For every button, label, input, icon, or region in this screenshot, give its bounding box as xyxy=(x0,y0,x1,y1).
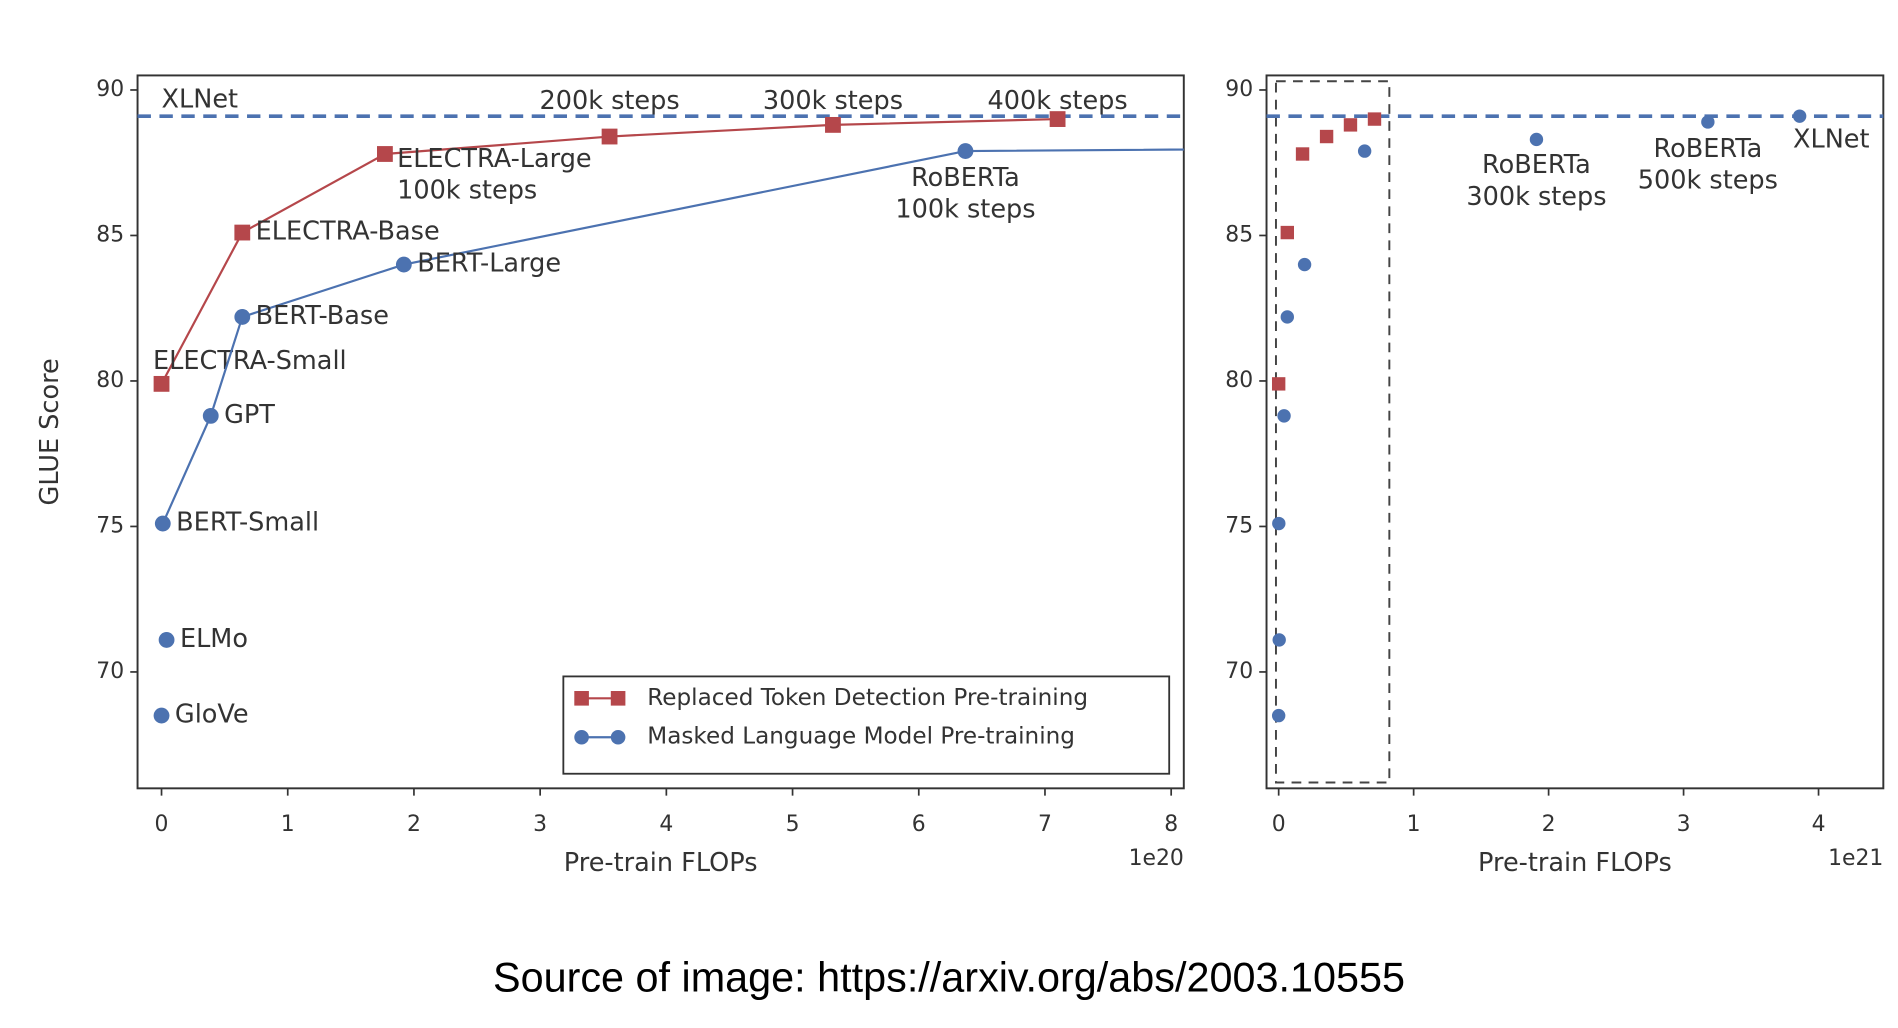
marker xyxy=(395,256,412,273)
marker xyxy=(1701,115,1715,129)
x-offset-label: 1e20 xyxy=(1129,846,1184,871)
point-label: GloVe xyxy=(175,700,249,730)
x-tick-label: 3 xyxy=(533,812,547,837)
marker xyxy=(1277,409,1291,423)
y-tick-label: 70 xyxy=(1225,659,1253,684)
x-tick-label: 6 xyxy=(912,812,926,837)
x-tick-label: 2 xyxy=(1542,812,1556,837)
marker xyxy=(234,224,251,241)
marker xyxy=(1280,310,1295,324)
point-label: RoBERTa 300k steps xyxy=(1466,150,1606,212)
point-label: RoBERTa 100k steps xyxy=(895,163,1035,225)
point-label: ELECTRA-Large 100k steps xyxy=(397,144,592,206)
x-tick-label: 1 xyxy=(281,812,295,837)
marker xyxy=(1280,225,1295,240)
y-tick-label: 90 xyxy=(1225,77,1253,102)
marker xyxy=(1357,144,1372,158)
point-label: ELECTRA-Base xyxy=(256,217,440,247)
y-axis-label: GLUE Score xyxy=(35,358,65,505)
marker xyxy=(153,707,170,724)
point-label: 300k steps xyxy=(763,86,903,116)
x-offset-label: 1e21 xyxy=(1828,846,1883,871)
marker xyxy=(377,146,393,162)
legend-marker xyxy=(610,729,626,745)
reference-label: XLNet xyxy=(162,84,239,114)
marker xyxy=(1529,132,1544,147)
plot-frame xyxy=(1265,74,1885,790)
point-label: 400k steps xyxy=(988,86,1128,116)
marker xyxy=(1295,147,1310,161)
point-label: 200k steps xyxy=(539,86,679,116)
series-line xyxy=(160,117,1058,385)
y-tick-label: 80 xyxy=(1225,368,1253,393)
y-tick-label: 70 xyxy=(96,659,124,684)
marker xyxy=(957,143,974,159)
marker xyxy=(825,116,841,133)
x-tick-label: 4 xyxy=(1812,812,1826,837)
x-tick-label: 0 xyxy=(1272,812,1286,837)
point-label: XLNet xyxy=(1793,124,1870,154)
marker xyxy=(1271,708,1286,723)
marker xyxy=(154,515,171,532)
legend-label: Replaced Token Detection Pre-training xyxy=(647,685,1088,711)
marker xyxy=(1319,129,1334,144)
x-tick-label: 0 xyxy=(155,812,169,837)
marker xyxy=(1367,112,1382,126)
x-tick-label: 7 xyxy=(1038,812,1052,837)
x-axis-label: Pre-train FLOPs xyxy=(1478,848,1672,878)
x-tick-label: 3 xyxy=(1677,812,1691,837)
plot-frame xyxy=(136,74,1185,790)
marker xyxy=(1049,111,1066,127)
y-tick-label: 80 xyxy=(96,368,124,393)
marker xyxy=(234,309,251,325)
marker xyxy=(1792,109,1807,123)
y-tick-label: 85 xyxy=(1225,222,1253,247)
y-tick-label: 75 xyxy=(96,513,124,538)
x-tick-label: 4 xyxy=(659,812,673,837)
point-label: BERT-Base xyxy=(256,301,389,331)
series-line xyxy=(161,148,1184,524)
x-axis-label: Pre-train FLOPs xyxy=(564,848,758,878)
legend-marker xyxy=(610,691,626,706)
legend-marker xyxy=(574,729,589,745)
point-label: BERT-Small xyxy=(176,508,319,538)
marker xyxy=(1297,257,1312,272)
legend-marker xyxy=(574,691,589,706)
point-label: RoBERTa 500k steps xyxy=(1638,134,1778,196)
y-tick-label: 90 xyxy=(96,77,124,102)
point-label: BERT-Large xyxy=(417,249,561,279)
x-tick-label: 2 xyxy=(407,812,421,837)
caption: Source of image: https://arxiv.org/abs/2… xyxy=(493,954,1405,1000)
marker xyxy=(153,375,170,392)
x-tick-label: 8 xyxy=(1164,812,1178,837)
legend-label: Masked Language Model Pre-training xyxy=(647,724,1075,750)
marker xyxy=(1272,516,1286,531)
marker xyxy=(202,407,219,424)
highlight-box xyxy=(1274,80,1391,784)
marker xyxy=(601,128,618,145)
marker xyxy=(1272,633,1286,647)
point-label: ELMo xyxy=(180,624,248,654)
point-label: ELECTRA-Small xyxy=(153,346,347,376)
marker xyxy=(158,632,175,648)
y-tick-label: 75 xyxy=(1225,513,1253,538)
x-tick-label: 1 xyxy=(1407,812,1421,837)
y-tick-label: 85 xyxy=(96,222,124,247)
x-tick-label: 5 xyxy=(786,812,800,837)
marker xyxy=(1271,377,1286,391)
point-label: GPT xyxy=(224,400,275,430)
legend-box xyxy=(562,675,1171,775)
marker xyxy=(1343,118,1358,132)
